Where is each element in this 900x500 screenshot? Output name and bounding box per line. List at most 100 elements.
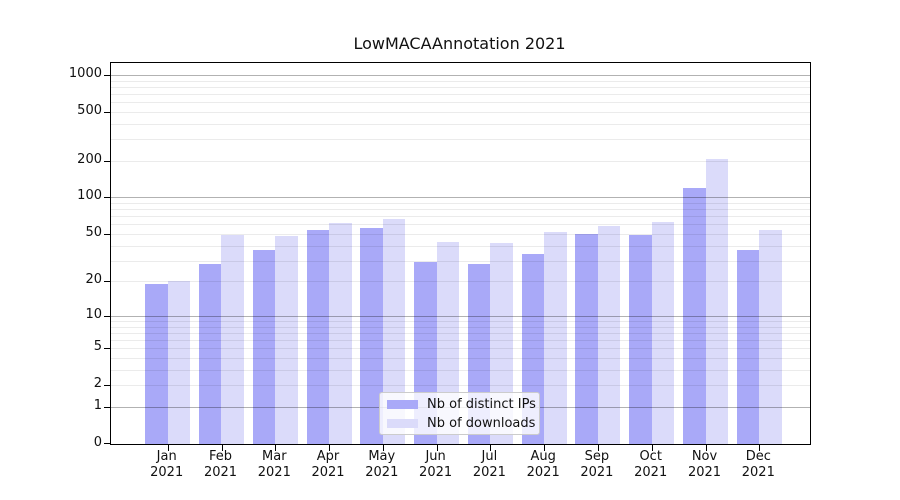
y-tick-label: 500 <box>77 102 102 118</box>
gridline <box>111 326 810 328</box>
bar-distinct-ips <box>252 249 276 444</box>
y-tick-label: 0 <box>93 435 102 450</box>
x-tick-mark <box>329 445 330 451</box>
bar-downloads <box>275 236 298 444</box>
x-tick-month: Apr <box>316 449 340 464</box>
bar-downloads <box>167 281 191 444</box>
x-tick-mark <box>436 445 438 451</box>
legend-swatch <box>387 418 418 428</box>
x-tick-month: Jun <box>425 449 446 464</box>
x-tick-year: 2021 <box>311 465 345 480</box>
x-tick-year: 2021 <box>257 465 291 480</box>
gridline <box>111 93 810 95</box>
x-tick-month: Jan <box>156 449 177 464</box>
gridline <box>111 245 810 247</box>
bar-distinct-ips <box>360 228 383 444</box>
x-tick-month: May <box>368 449 396 464</box>
y-tick-mark <box>104 160 110 162</box>
gridline <box>111 209 810 211</box>
gridline <box>111 80 810 82</box>
x-tick-month: Sep <box>584 449 610 464</box>
x-tick-label: Oct 2021 <box>619 449 683 481</box>
x-tick-year: 2021 <box>203 465 238 480</box>
legend-label: Nb of downloads <box>427 415 536 431</box>
gridline <box>111 111 810 113</box>
gridline <box>111 340 810 341</box>
x-tick-mark <box>221 445 223 451</box>
x-tick-mark <box>651 445 653 451</box>
y-tick-label: 200 <box>77 151 102 167</box>
gridline <box>111 321 810 322</box>
gridline <box>111 160 810 162</box>
x-tick-mark <box>167 445 169 451</box>
x-tick-mark <box>705 445 707 451</box>
x-tick-label: Apr 2021 <box>296 449 360 481</box>
x-tick-year: 2021 <box>741 465 775 480</box>
bar-downloads <box>597 226 621 444</box>
y-tick-label: 1000 <box>68 65 102 81</box>
x-tick-year: 2021 <box>472 465 506 480</box>
gridline <box>111 197 810 199</box>
x-tick-year: 2021 <box>419 465 453 480</box>
x-tick-label: Jun 2021 <box>404 449 468 481</box>
bar-downloads <box>759 229 782 444</box>
gridline <box>111 203 810 204</box>
bar-downloads <box>221 235 244 444</box>
y-tick-mark <box>104 233 110 235</box>
x-tick-label: Jul 2021 <box>457 449 521 481</box>
y-tick-label: 5 <box>93 339 102 355</box>
y-tick-mark <box>104 315 110 317</box>
x-tick-month: Feb <box>208 449 233 464</box>
y-tick-label: 50 <box>85 224 102 240</box>
x-tick-year: 2021 <box>365 465 399 480</box>
gridline <box>111 260 810 262</box>
y-tick-mark <box>104 407 110 408</box>
grid-layer <box>111 63 810 444</box>
y-tick-label: 2 <box>93 376 102 392</box>
x-tick-label: Feb 2021 <box>189 449 253 481</box>
x-tick-month: Dec <box>745 449 771 464</box>
legend: Nb of distinct IPs Nb of downloads <box>379 392 540 435</box>
x-tick-label: May 2021 <box>350 449 414 481</box>
gridline <box>111 102 810 104</box>
x-tick-year: 2021 <box>634 465 668 480</box>
chart-title: LowMACAAnnotation 2021 <box>353 34 566 53</box>
x-tick-month: Jul <box>481 449 498 464</box>
legend-swatch <box>387 399 418 409</box>
y-tick-label: 100 <box>77 188 102 204</box>
gridline <box>111 332 810 334</box>
legend-item: Nb of distinct IPs <box>387 397 539 412</box>
bar-downloads <box>544 231 567 444</box>
y-tick-mark <box>104 348 110 350</box>
y-tick-mark <box>104 385 110 387</box>
gridline <box>111 74 810 76</box>
x-tick-label: Aug 2021 <box>511 449 575 481</box>
x-tick-label: Mar 2021 <box>242 449 306 481</box>
x-tick-month: Aug <box>530 449 556 464</box>
gridline <box>111 369 810 371</box>
y-tick-mark <box>104 281 110 283</box>
y-tick-label: 10 <box>85 306 102 322</box>
gridline <box>111 86 810 88</box>
bar-distinct-ips <box>198 264 222 444</box>
bar-distinct-ips <box>145 284 168 444</box>
x-tick-mark <box>759 445 761 451</box>
y-tick-mark <box>104 111 110 113</box>
ticks-layer <box>104 63 810 451</box>
x-tick-label: Nov 2021 <box>673 449 737 481</box>
x-tick-mark <box>490 445 492 451</box>
x-tick-label: Sep 2021 <box>565 449 629 481</box>
gridline <box>111 348 810 350</box>
legend-label: Nb of distinct IPs <box>427 396 536 412</box>
bar-distinct-ips <box>306 229 330 444</box>
x-tick-year: 2021 <box>526 465 560 480</box>
y-tick-label: 20 <box>85 272 102 288</box>
gridline <box>111 315 810 317</box>
x-tick-month: Mar <box>262 449 287 464</box>
x-tick-mark <box>382 445 384 451</box>
bar-downloads <box>705 159 728 444</box>
bar-downloads <box>382 218 406 444</box>
x-tick-month: Nov <box>691 449 718 464</box>
y-tick-mark <box>104 443 110 444</box>
